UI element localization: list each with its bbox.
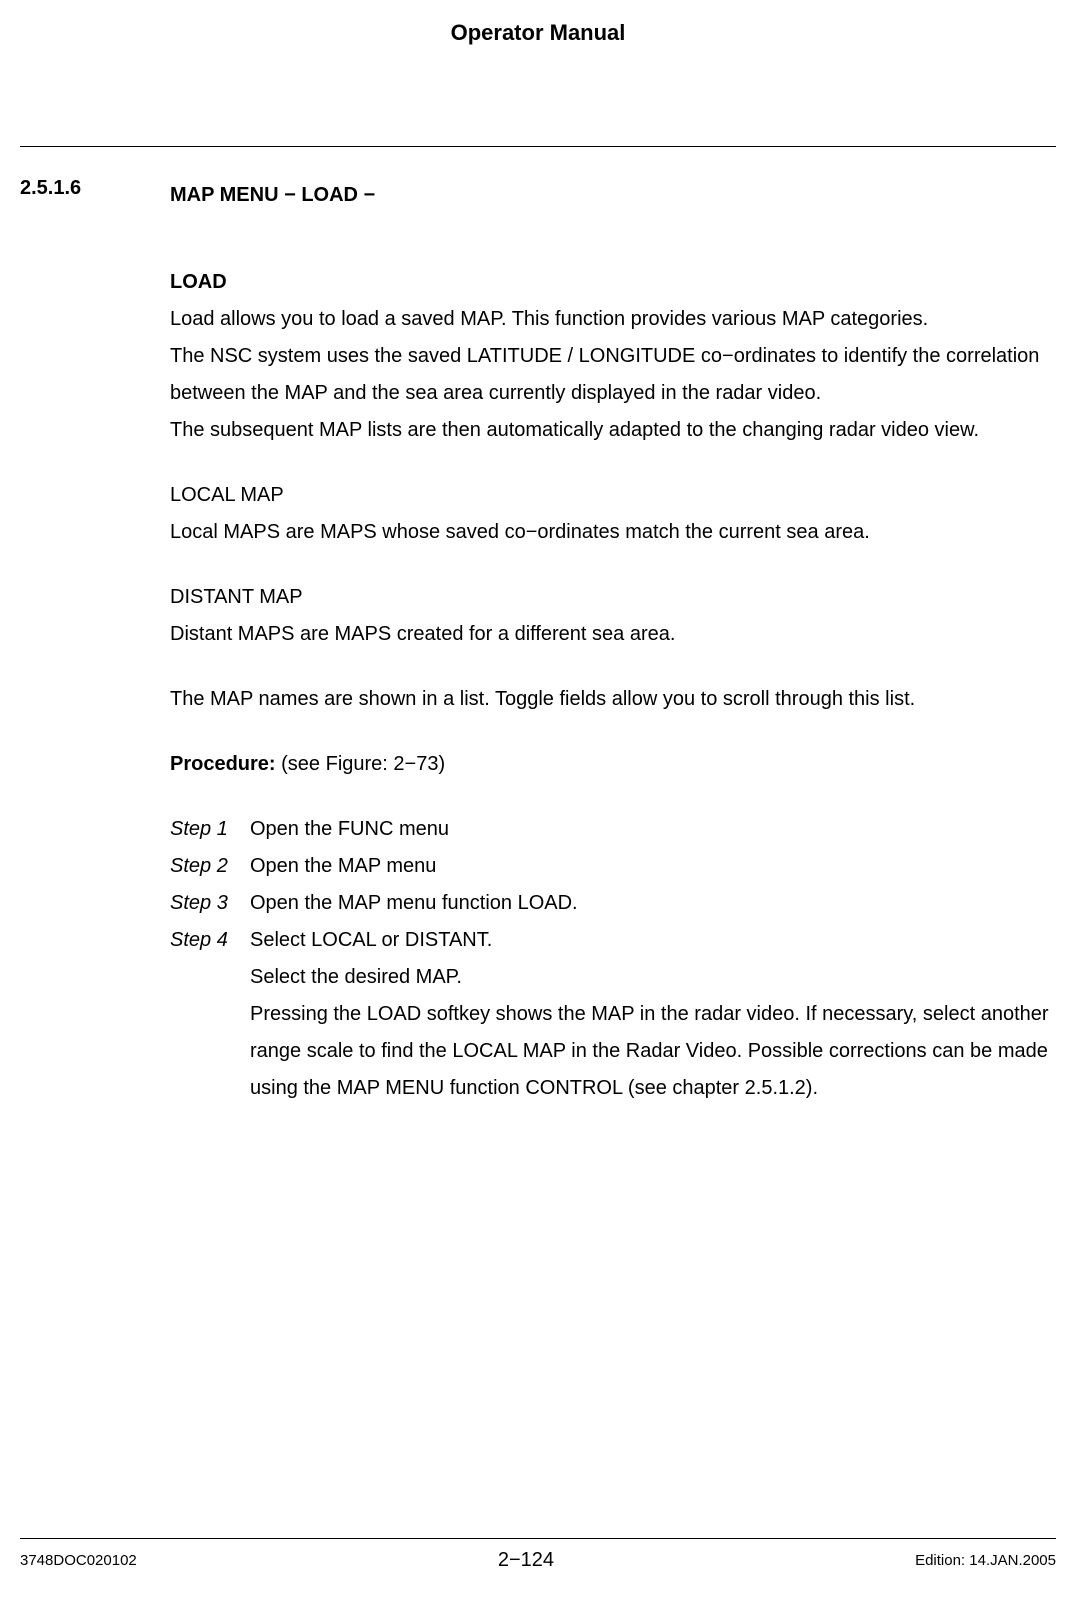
procedure-label: Procedure:	[170, 753, 276, 775]
procedure-ref: (see Figure: 2−73)	[276, 753, 446, 775]
step-row: Pressing the LOAD softkey shows the MAP …	[170, 996, 1056, 1107]
local-map-paragraph: Local MAPS are MAPS whose saved co−ordin…	[170, 514, 1056, 551]
step-row: Select the desired MAP.	[170, 959, 1056, 996]
load-paragraph-3: The subsequent MAP lists are then automa…	[170, 412, 1056, 449]
footer-edition: Edition: 14.JAN.2005	[915, 1552, 1056, 1569]
step-text: Open the FUNC menu	[250, 811, 1056, 848]
page: Operator Manual 2.5.1.6 MAP MENU − LOAD …	[0, 0, 1076, 1597]
step-row: Step 3 Open the MAP menu function LOAD.	[170, 885, 1056, 922]
step-text: Select the desired MAP.	[250, 959, 1056, 996]
page-title: Operator Manual	[20, 20, 1056, 46]
content-body: MAP MENU − LOAD − LOAD Load allows you t…	[170, 177, 1056, 1107]
page-footer: 3748DOC020102 2−124 Edition: 14.JAN.2005	[20, 1538, 1056, 1572]
distant-map-paragraph: Distant MAPS are MAPS created for a diff…	[170, 616, 1056, 653]
step-row: Step 2 Open the MAP menu	[170, 848, 1056, 885]
step-row: Step 4 Select LOCAL or DISTANT.	[170, 922, 1056, 959]
list-paragraph: The MAP names are shown in a list. Toggl…	[170, 681, 1056, 718]
step-text: Select LOCAL or DISTANT.	[250, 922, 1056, 959]
step-label: Step 1	[170, 811, 250, 848]
distant-map-heading: DISTANT MAP	[170, 579, 1056, 616]
step-label: Step 2	[170, 848, 250, 885]
step-label: Step 3	[170, 885, 250, 922]
step-label: Step 4	[170, 922, 250, 959]
step-text: Open the MAP menu	[250, 848, 1056, 885]
load-paragraph-2: The NSC system uses the saved LATITUDE /…	[170, 338, 1056, 412]
section-number: 2.5.1.6	[20, 177, 170, 200]
step-text: Pressing the LOAD softkey shows the MAP …	[250, 996, 1056, 1107]
steps-list: Step 1 Open the FUNC menu Step 2 Open th…	[170, 811, 1056, 1107]
section-title: MAP MENU − LOAD −	[170, 177, 1056, 214]
load-paragraph-1: Load allows you to load a saved MAP. Thi…	[170, 301, 1056, 338]
content-row: 2.5.1.6 MAP MENU − LOAD − LOAD Load allo…	[20, 177, 1056, 1107]
footer-doc-id: 3748DOC020102	[20, 1552, 137, 1569]
step-row: Step 1 Open the FUNC menu	[170, 811, 1056, 848]
footer-rule	[20, 1538, 1056, 1539]
top-rule	[20, 146, 1056, 147]
local-map-heading: LOCAL MAP	[170, 477, 1056, 514]
procedure-line: Procedure: (see Figure: 2−73)	[170, 746, 1056, 783]
step-text: Open the MAP menu function LOAD.	[250, 885, 1056, 922]
load-heading: LOAD	[170, 264, 1056, 301]
footer-row: 3748DOC020102 2−124 Edition: 14.JAN.2005	[20, 1549, 1056, 1572]
footer-page-number: 2−124	[498, 1549, 554, 1572]
